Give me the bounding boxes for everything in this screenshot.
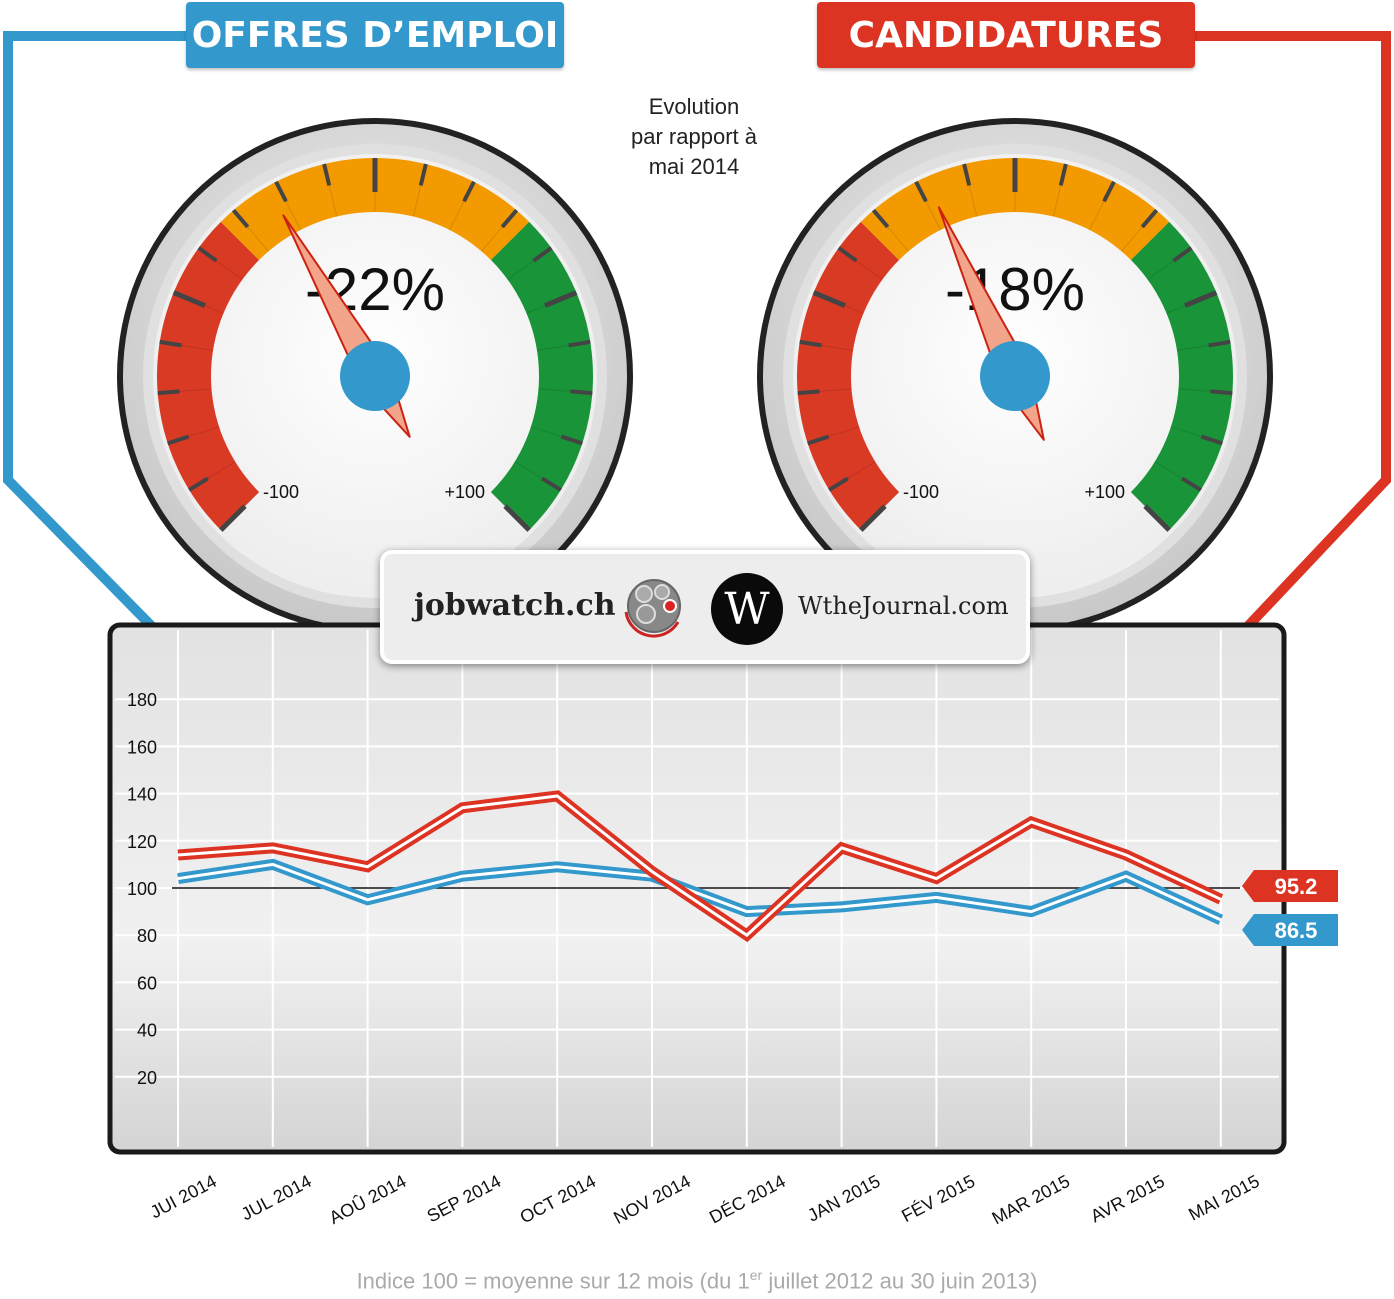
y-tick-label: 100: [127, 879, 157, 899]
gauge-tick: [1181, 476, 1202, 492]
gauge-tick: [962, 163, 972, 186]
gauge-tick: [1172, 246, 1193, 263]
gauge-offres: -100 +100-22%: [117, 118, 633, 634]
end-value-label: 86.5: [1275, 918, 1318, 943]
gauge-tick: [167, 434, 190, 446]
wthejournal-logo-icon: W: [711, 573, 783, 645]
gauge-tick: [914, 180, 928, 203]
gauge-tick: [1200, 434, 1223, 446]
end-value-badge: [1242, 870, 1338, 902]
evolution-note-line-2: par rapport à: [631, 124, 757, 149]
footer-note-after: juillet 2012 au 30 juin 2013): [762, 1268, 1038, 1294]
gauge-tick: [500, 208, 519, 229]
jobwatch-logo-text: jobwatch.ch: [414, 588, 616, 623]
footer-note-sup: er: [749, 1267, 763, 1283]
gauge-tick: [560, 434, 583, 446]
y-tick-labels: 20 40 60 80 100 120 140 160 180: [127, 690, 157, 1088]
gauge-hub: [980, 341, 1050, 411]
gauge-min-label: -100: [903, 482, 939, 502]
series-line-highlight: [177, 794, 1222, 938]
x-tick-labels: JUI 2014 JUL 2014 AOÛ 2014 SEP 2014 OCT 2014…: [147, 1170, 1263, 1228]
gauge-max-label: +100: [444, 482, 485, 502]
wthejournal-logo-letter: W: [724, 584, 770, 635]
gauge-tick: [570, 389, 593, 396]
x-tick-label: JUI 2014: [147, 1171, 220, 1222]
x-tick-label: MAR 2015: [989, 1171, 1073, 1229]
gauge-tick: [541, 476, 562, 492]
gauge-tick: [532, 246, 553, 263]
gauge-tick: [812, 290, 846, 308]
gauge-tick: [1102, 180, 1116, 203]
y-tick-label: 20: [137, 1068, 157, 1088]
gauge-max-label: +100: [1084, 482, 1125, 502]
gauge-tick: [828, 476, 849, 492]
y-tick-label: 140: [127, 785, 157, 805]
gauge-tick: [1143, 504, 1171, 532]
y-tick-label: 80: [137, 926, 157, 946]
logo-box: jobwatch.ch W WtheJournal.com: [380, 550, 1030, 664]
offres-header-badge: OFFRES D’EMPLOI: [186, 2, 564, 68]
footer-note: Indice 100 = moyenne sur 12 mois (du 1er…: [0, 1267, 1394, 1294]
footer-note-before: Indice 100 = moyenne sur 12 mois (du 1: [356, 1268, 750, 1294]
series-line-highlight: [177, 862, 1222, 922]
gauge-tick: [197, 246, 218, 263]
gauge-tick: [1140, 208, 1159, 229]
y-tick-label: 180: [127, 690, 157, 710]
y-tick-label: 40: [137, 1021, 157, 1041]
gauge-tick: [172, 290, 206, 308]
gauge-tick: [157, 389, 180, 396]
gauge-tick: [418, 163, 428, 186]
wthejournal-logo-text: WtheJournal.com: [798, 592, 1009, 620]
gauge-tick: [274, 180, 288, 203]
candidatures-header-badge: CANDIDATURES: [817, 2, 1195, 68]
gauge-tick: [544, 290, 578, 308]
gauge-tick: [859, 504, 887, 532]
gauge-tick: [231, 208, 250, 229]
gauge-tick: [1208, 339, 1231, 348]
x-tick-label: FÉV 2015: [898, 1171, 978, 1226]
gauge-tick: [568, 339, 591, 348]
y-tick-label: 60: [137, 973, 157, 993]
y-tick-label: 160: [127, 737, 157, 757]
x-tick-label: AOÛ 2014: [325, 1170, 409, 1228]
gauge-orange-zone: [220, 158, 530, 261]
gauge-tick: [1184, 290, 1218, 308]
gauge-tick: [837, 246, 858, 263]
gauge-tick: [1058, 163, 1068, 186]
gauge-tick: [799, 339, 822, 348]
gauge-tick: [1210, 389, 1233, 396]
evolution-note-line-1: Evolution: [648, 94, 740, 119]
gauge-tick: [159, 339, 182, 348]
gauge-candidatures: -100 +100-18%: [757, 118, 1273, 634]
end-value-labels: 95.2 86.5: [1242, 870, 1338, 946]
gauge-tick: [503, 504, 531, 532]
gauge-tick: [871, 208, 890, 229]
x-tick-label: MAI 2015: [1185, 1171, 1262, 1225]
gauge-hub: [340, 341, 410, 411]
gauge-tick: [797, 389, 820, 396]
x-tick-label: JAN 2015: [804, 1171, 883, 1226]
x-tick-label: JUL 2014: [238, 1171, 315, 1225]
grid-lines: [115, 630, 1279, 1147]
gauge-orange-zone: [860, 157, 1170, 261]
gauge-tick: [188, 476, 209, 492]
x-tick-label: AVR 2015: [1087, 1171, 1168, 1227]
x-tick-label: NOV 2014: [610, 1171, 694, 1228]
evolution-note-line-3: mai 2014: [648, 154, 740, 179]
end-value-label: 95.2: [1275, 874, 1318, 899]
gauge-tick: [322, 163, 332, 186]
y-tick-label: 120: [127, 832, 157, 852]
x-tick-label: OCT 2014: [517, 1171, 599, 1227]
gauge-min-label: -100: [263, 482, 299, 502]
jobwatch-logo-icon: [624, 579, 681, 638]
series-lines: [177, 790, 1224, 943]
end-value-badge: [1242, 914, 1338, 946]
gauge-tick: [807, 434, 830, 446]
gauge-tick: [219, 504, 247, 532]
x-tick-label: DÉC 2014: [706, 1171, 789, 1228]
gauge-tick: [462, 180, 476, 203]
x-tick-label: SEP 2014: [424, 1171, 505, 1227]
